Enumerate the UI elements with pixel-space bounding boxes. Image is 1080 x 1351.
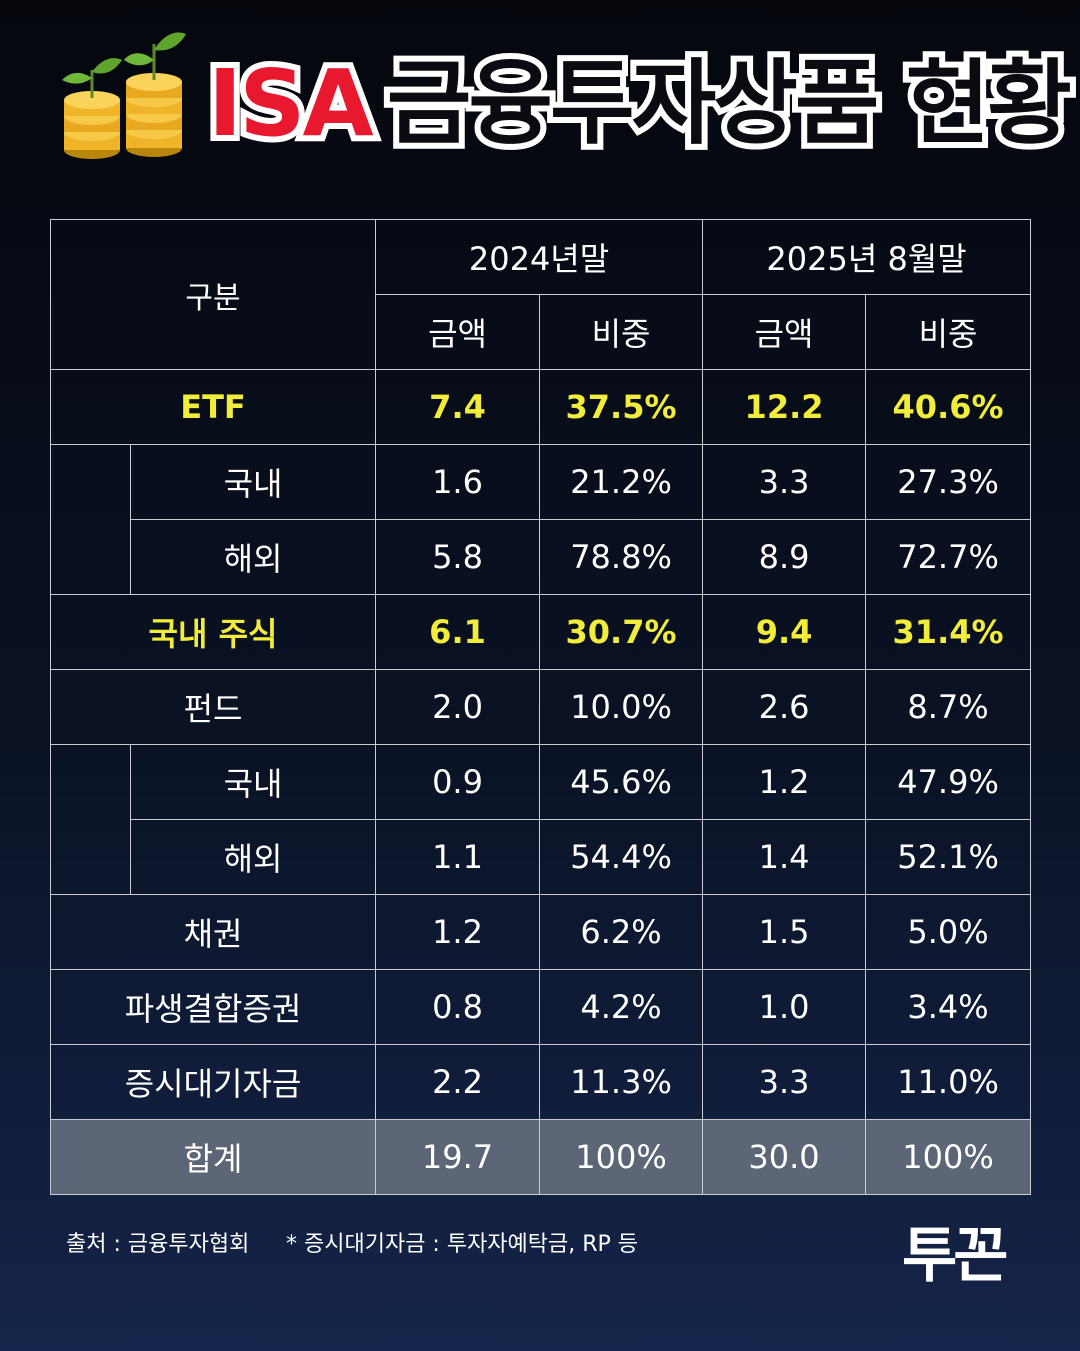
table-row: 해외 5.8 78.8% 8.9 72.7% xyxy=(51,519,1032,595)
amount-2025: 1.4 xyxy=(702,819,867,895)
table-row: ETF 7.4 37.5% 12.2 40.6% xyxy=(49,369,1032,445)
ratio-2025: 27.3% xyxy=(865,444,1032,520)
header-ratio-2025: 비중 xyxy=(865,294,1032,370)
amount-2025: 3.3 xyxy=(702,1044,867,1120)
table-row: 국내 1.6 21.2% 3.3 27.3% xyxy=(50,444,1032,595)
ratio-2024: 21.2% xyxy=(539,444,704,520)
row-label: 국내 xyxy=(129,744,377,820)
ratio-2024: 100% xyxy=(539,1119,704,1195)
amount-2025: 2.6 xyxy=(702,669,867,745)
amount-2024: 2.2 xyxy=(375,1044,541,1120)
row-label: 해외 xyxy=(129,519,377,595)
ratio-2024: 54.4% xyxy=(539,819,704,895)
indent-spacer xyxy=(50,744,131,895)
table-header-row: 구분 2024년말 2025년 8월말 xyxy=(49,219,1032,370)
ratio-2025: 72.7% xyxy=(865,519,1032,595)
ratio-2025: 100% xyxy=(865,1119,1032,1195)
footnote: * 증시대기자금 : 투자자예탁금, RP 등 xyxy=(286,1232,639,1257)
row-label: 채권 xyxy=(49,894,377,970)
amount-2024: 1.6 xyxy=(375,444,541,520)
amount-2025: 30.0 xyxy=(702,1119,867,1195)
ratio-2025: 11.0% xyxy=(865,1044,1032,1120)
ratio-2025: 47.9% xyxy=(865,744,1032,820)
table-row: 파생결합증권 0.8 4.2% 1.0 3.4% xyxy=(49,969,1032,1045)
ratio-2025: 8.7% xyxy=(865,669,1032,745)
amount-2024: 5.8 xyxy=(375,519,541,595)
header-amount-2024: 금액 xyxy=(375,294,541,370)
ratio-2024: 78.8% xyxy=(539,519,704,595)
amount-2024: 1.1 xyxy=(375,819,541,895)
row-label: 펀드 xyxy=(49,669,377,745)
amount-2024: 0.9 xyxy=(375,744,541,820)
header-category: 구분 xyxy=(49,219,377,370)
ratio-2024: 10.0% xyxy=(539,669,704,745)
amount-2024: 6.1 xyxy=(375,594,541,670)
ratio-2025: 52.1% xyxy=(865,819,1032,895)
isa-products-table: 구분 2024년말 2025년 8월말 금액 비중 금액 비중 ETF 7.4 … xyxy=(49,219,1032,1195)
table-row: 펀드 2.0 10.0% 2.6 8.7% xyxy=(49,669,1032,745)
table-total-row: 합계 19.7 100% 30.0 100% xyxy=(49,1119,1032,1195)
row-label: 증시대기자금 xyxy=(49,1044,377,1120)
indent-spacer xyxy=(50,444,131,595)
ratio-2024: 11.3% xyxy=(539,1044,704,1120)
ratio-2025: 40.6% xyxy=(865,369,1032,445)
amount-2024: 2.0 xyxy=(375,669,541,745)
table-row: 해외 1.1 54.4% 1.4 52.1% xyxy=(51,819,1032,895)
source-note: 출처 : 금융투자협회 xyxy=(66,1232,250,1257)
title-rest: 금융투자상품 현황 xyxy=(381,50,1078,157)
amount-2025: 3.3 xyxy=(702,444,867,520)
amount-2024: 7.4 xyxy=(375,369,541,445)
row-label: 파생결합증권 xyxy=(49,969,377,1045)
amount-2025: 1.2 xyxy=(702,744,867,820)
ratio-2025: 31.4% xyxy=(865,594,1032,670)
header: ISA 금융투자상품 현황 xyxy=(0,20,1080,170)
coin-stack-with-sprout-icon xyxy=(62,32,186,159)
row-label: 합계 xyxy=(49,1119,377,1195)
header-period-2025: 2025년 8월말 xyxy=(702,219,1032,295)
ratio-2024: 30.7% xyxy=(539,594,704,670)
title-isa: ISA xyxy=(202,50,380,157)
row-label: 해외 xyxy=(129,819,377,895)
amount-2025: 12.2 xyxy=(702,369,867,445)
ratio-2025: 5.0% xyxy=(865,894,1032,970)
row-label: 국내 주식 xyxy=(49,594,377,670)
ratio-2024: 6.2% xyxy=(539,894,704,970)
table-row: 국내 주식 6.1 30.7% 9.4 31.4% xyxy=(49,594,1032,670)
amount-2025: 1.5 xyxy=(702,894,867,970)
table-subheader-row: 금액 비중 금액 비중 xyxy=(51,294,1032,370)
amount-2024: 0.8 xyxy=(375,969,541,1045)
table-row: 국내 0.9 45.6% 1.2 47.9% xyxy=(50,744,1032,895)
row-label: 국내 xyxy=(129,444,377,520)
page-title: ISA 금융투자상품 현황 xyxy=(202,52,1078,156)
header-amount-2025: 금액 xyxy=(702,294,867,370)
ratio-2025: 3.4% xyxy=(865,969,1032,1045)
ratio-2024: 4.2% xyxy=(539,969,704,1045)
amount-2025: 9.4 xyxy=(702,594,867,670)
header-period-2024: 2024년말 xyxy=(375,219,704,295)
row-label: ETF xyxy=(49,369,377,445)
table-row: 채권 1.2 6.2% 1.5 5.0% xyxy=(49,894,1032,970)
amount-2025: 8.9 xyxy=(702,519,867,595)
ratio-2024: 37.5% xyxy=(539,369,704,445)
brand-logo: 투꼰 xyxy=(902,1221,1008,1291)
amount-2025: 1.0 xyxy=(702,969,867,1045)
amount-2024: 1.2 xyxy=(375,894,541,970)
header-ratio-2024: 비중 xyxy=(539,294,704,370)
ratio-2024: 45.6% xyxy=(539,744,704,820)
table-row: 증시대기자금 2.2 11.3% 3.3 11.0% xyxy=(49,1044,1032,1120)
amount-2024: 19.7 xyxy=(375,1119,541,1195)
